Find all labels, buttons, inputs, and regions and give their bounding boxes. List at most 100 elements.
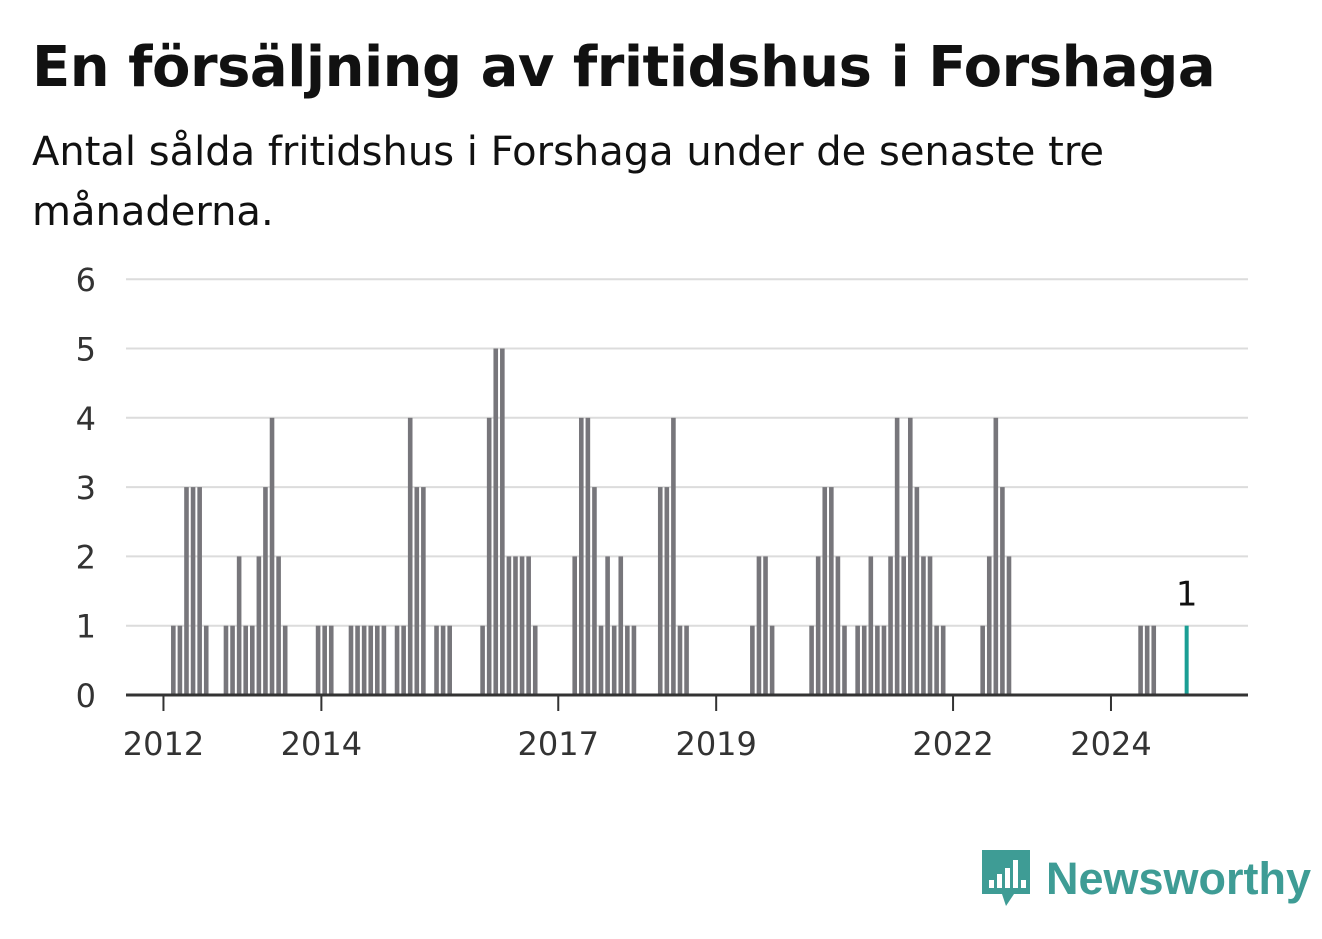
brand-name: Newsworthy bbox=[1046, 853, 1312, 904]
bar bbox=[184, 487, 189, 695]
bar bbox=[493, 348, 499, 695]
y-tick-label: 3 bbox=[76, 469, 96, 507]
bar bbox=[861, 625, 867, 695]
bar bbox=[434, 625, 439, 695]
x-tick-label: 2019 bbox=[675, 725, 756, 763]
bar bbox=[585, 417, 591, 695]
bar bbox=[322, 625, 327, 695]
bar bbox=[881, 625, 887, 695]
bar bbox=[769, 625, 775, 695]
x-tick-label: 2014 bbox=[281, 725, 362, 763]
bar bbox=[980, 625, 985, 695]
bar bbox=[243, 625, 249, 695]
bar bbox=[223, 625, 229, 695]
bar bbox=[631, 625, 637, 695]
bar bbox=[355, 625, 360, 695]
bar bbox=[868, 556, 874, 695]
bar bbox=[855, 625, 860, 695]
bar bbox=[1000, 487, 1005, 695]
bar bbox=[263, 487, 268, 695]
bar bbox=[276, 556, 281, 695]
chart-title: En försäljning av fritidshus i Forshaga bbox=[32, 35, 1216, 100]
bar bbox=[684, 625, 689, 695]
bar bbox=[375, 625, 380, 695]
highlight-bar bbox=[1184, 625, 1189, 695]
bar bbox=[230, 625, 235, 695]
bar bbox=[578, 417, 584, 695]
bar bbox=[348, 625, 354, 695]
bar bbox=[526, 556, 531, 695]
bar bbox=[671, 417, 676, 695]
bar bbox=[394, 625, 400, 695]
bar bbox=[368, 625, 374, 695]
bar bbox=[809, 625, 814, 695]
bar bbox=[447, 625, 452, 695]
bar bbox=[177, 625, 183, 695]
highlight-value-label: 1 bbox=[1176, 575, 1198, 615]
y-tick-label: 2 bbox=[76, 538, 96, 576]
bar bbox=[875, 625, 880, 695]
bar bbox=[822, 487, 828, 695]
bars bbox=[171, 348, 1189, 695]
bar bbox=[1144, 625, 1150, 695]
grid-lines bbox=[126, 278, 1248, 627]
bar bbox=[256, 556, 262, 695]
x-tick-label: 2022 bbox=[912, 725, 993, 763]
bar bbox=[993, 417, 999, 695]
bar bbox=[677, 625, 683, 695]
bar bbox=[611, 625, 617, 695]
bar bbox=[625, 625, 630, 695]
bar bbox=[480, 625, 485, 695]
bar bbox=[940, 625, 946, 695]
bar bbox=[914, 487, 920, 695]
y-tick-label: 1 bbox=[76, 608, 96, 646]
bar bbox=[440, 625, 446, 695]
bar bbox=[421, 487, 426, 695]
bar bbox=[513, 556, 518, 695]
bar bbox=[401, 625, 406, 695]
bar bbox=[894, 417, 900, 695]
bar bbox=[592, 487, 597, 695]
y-axis-ticks: 0 1 2 3 4 5 6 bbox=[76, 261, 96, 715]
bar bbox=[519, 556, 525, 695]
bar bbox=[888, 556, 893, 695]
bar bbox=[664, 487, 670, 695]
bar bbox=[572, 556, 578, 695]
bar bbox=[506, 556, 512, 695]
bar bbox=[203, 625, 209, 695]
bar bbox=[1006, 556, 1012, 695]
bar bbox=[532, 625, 538, 695]
data-labels: 1 bbox=[1176, 575, 1198, 615]
bar bbox=[657, 487, 663, 695]
y-tick-label: 0 bbox=[76, 677, 96, 715]
bar bbox=[249, 625, 255, 695]
x-tick-label: 2017 bbox=[518, 725, 599, 763]
bar bbox=[315, 625, 321, 695]
bar bbox=[1151, 625, 1157, 695]
bar bbox=[618, 556, 624, 695]
bar bbox=[605, 556, 610, 695]
bar bbox=[361, 625, 367, 695]
bar-chart: 0 1 2 3 4 5 6 2012 2014 2017 2019 2022 2024 1 bbox=[76, 261, 1248, 763]
bar bbox=[282, 625, 288, 695]
bar bbox=[907, 417, 913, 695]
bar bbox=[190, 487, 196, 695]
bar bbox=[598, 625, 604, 695]
bar bbox=[407, 417, 413, 695]
bar bbox=[1138, 625, 1143, 695]
y-tick-label: 5 bbox=[76, 331, 96, 369]
bar bbox=[171, 625, 176, 695]
y-tick-label: 4 bbox=[76, 400, 96, 438]
bar bbox=[763, 556, 768, 695]
bar bbox=[500, 348, 505, 695]
bar bbox=[328, 625, 334, 695]
bar bbox=[842, 625, 847, 695]
bar bbox=[381, 625, 387, 695]
bar bbox=[236, 556, 242, 695]
newsworthy-logo: Newsworthy bbox=[980, 848, 1311, 910]
bar bbox=[815, 556, 821, 695]
x-axis-ticks: 2012 2014 2017 2019 2022 2024 bbox=[123, 695, 1152, 763]
newsworthy-logo-icon bbox=[982, 850, 1030, 906]
bar bbox=[750, 625, 755, 695]
bar bbox=[197, 487, 202, 695]
